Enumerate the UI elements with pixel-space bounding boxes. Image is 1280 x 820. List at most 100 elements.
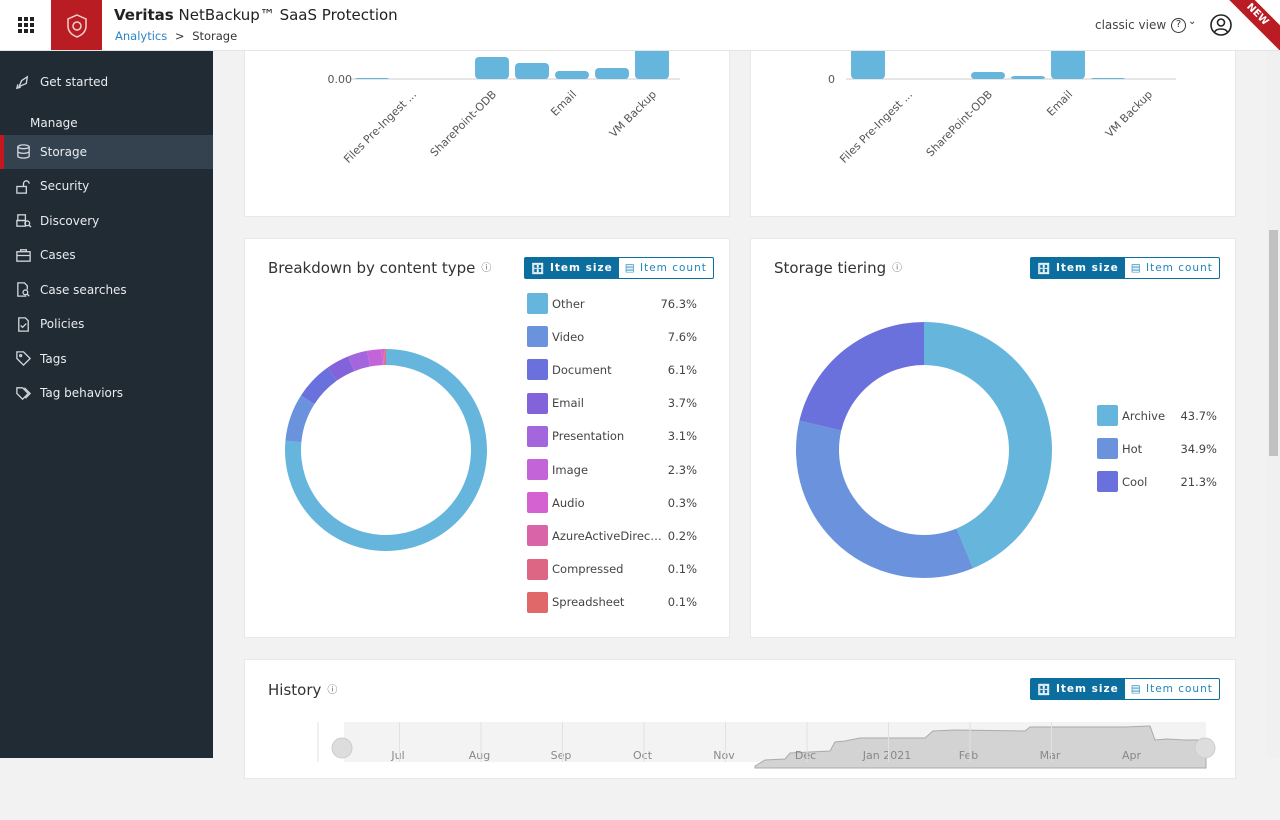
legend-item[interactable]: Image 2.3%	[527, 453, 697, 486]
sidebar-item-cases[interactable]: Cases	[0, 238, 213, 273]
sidebar-item-get-started[interactable]: Get started	[0, 65, 213, 100]
legend-label: Email	[552, 396, 584, 411]
sidebar-item-policies[interactable]: Policies	[0, 307, 213, 342]
donut-slice[interactable]	[381, 349, 384, 366]
sidebar-item-tags[interactable]: Tags	[0, 342, 213, 377]
legend-swatch	[1097, 471, 1118, 493]
legend-item[interactable]: Document 6.1%	[527, 353, 697, 386]
legend-item[interactable]: Archive 43.7%	[1097, 399, 1217, 432]
file-search-icon	[17, 282, 30, 298]
info-icon[interactable]: ⓘ	[327, 685, 338, 696]
legend-item[interactable]: AzureActiveDirec… 0.2%	[527, 519, 697, 552]
app-grid-icon[interactable]	[18, 17, 34, 33]
legend-value: 6.1%	[667, 362, 697, 377]
donut-slice[interactable]	[385, 349, 386, 366]
legend-swatch	[527, 425, 548, 447]
legend-item[interactable]: Hot 34.9%	[1097, 432, 1217, 465]
bar[interactable]	[555, 71, 589, 79]
briefcase-icon	[16, 248, 31, 262]
x-tick-label: Email	[548, 88, 579, 119]
metric-toggle: 🗄 Item size ▤ Item count	[524, 257, 714, 279]
legend-item[interactable]: Spreadsheet 0.1%	[527, 586, 697, 619]
donut-slice[interactable]	[924, 322, 1052, 569]
sidebar-item-tag-behaviors[interactable]: Tag behaviors	[0, 376, 213, 411]
donut-slice[interactable]	[367, 349, 383, 367]
legend-item[interactable]: Compressed 0.1%	[527, 553, 697, 586]
legend-item[interactable]: Video 7.6%	[527, 320, 697, 353]
x-tick-label: VM Backup	[607, 88, 659, 140]
item-size-tab[interactable]: 🗄 Item size	[525, 258, 619, 278]
metric-toggle: 🗄 Item size ▤ Item count	[1030, 678, 1220, 700]
item-count-tab[interactable]: ▤ Item count	[1130, 262, 1213, 274]
donut-slice[interactable]	[799, 322, 924, 431]
bar[interactable]	[1091, 78, 1125, 79]
donut-slice[interactable]	[327, 356, 355, 381]
x-tick-label: Files Pre-Ingest ...	[341, 88, 419, 166]
content-type-donut	[285, 349, 487, 551]
navigator-handle[interactable]	[1194, 737, 1216, 759]
info-icon[interactable]: ⓘ	[892, 263, 903, 274]
donut-slice[interactable]	[796, 420, 974, 578]
sidebar-item-label: Security	[40, 179, 90, 194]
legend-value: 3.7%	[667, 396, 697, 411]
donut-slice[interactable]	[285, 395, 315, 443]
legend-value: 0.1%	[667, 562, 697, 577]
donut-slice[interactable]	[384, 349, 386, 366]
bar[interactable]	[1011, 76, 1045, 79]
sidebar-item-storage[interactable]: Storage	[0, 134, 213, 169]
sidebar-item-label: Storage	[40, 144, 87, 159]
donut-slice[interactable]	[383, 349, 385, 366]
classic-view-link[interactable]: classic view	[1095, 18, 1167, 32]
legend-item[interactable]: Email 3.7%	[527, 387, 697, 420]
legend-label: Archive	[1122, 408, 1166, 423]
legend-swatch	[527, 392, 548, 414]
metric-toggle: 🗄 Item size ▤ Item count	[1030, 257, 1220, 279]
bar[interactable]	[475, 57, 509, 79]
legend-item[interactable]: Audio 0.3%	[527, 486, 697, 519]
page-scrollbar[interactable]	[1267, 51, 1280, 758]
scrollbar-thumb[interactable]	[1269, 230, 1278, 456]
month-label: Aug	[469, 749, 490, 762]
legend-swatch	[527, 492, 548, 514]
breadcrumb-analytics[interactable]: Analytics	[115, 29, 168, 43]
info-icon[interactable]: ⓘ	[481, 263, 492, 274]
legend-value: 0.2%	[667, 528, 697, 543]
item-count-tab[interactable]: ▤ Item count	[624, 262, 707, 274]
sidebar-item-label: Tags	[40, 351, 67, 366]
tags-icon	[16, 386, 32, 400]
shield-logo-icon[interactable]	[51, 0, 102, 50]
tag-icon	[16, 351, 32, 367]
chevron-down-icon[interactable]: ⌄	[1188, 16, 1197, 27]
bar[interactable]	[515, 63, 549, 79]
legend-swatch	[1097, 438, 1118, 460]
breadcrumb: Analytics > Storage	[115, 29, 237, 43]
item-count-tab[interactable]: ▤ Item count	[1130, 683, 1213, 695]
donut-slice[interactable]	[348, 350, 371, 372]
legend-label: Spreadsheet	[552, 595, 625, 610]
bar[interactable]	[355, 78, 389, 79]
legend-swatch	[527, 558, 548, 580]
sidebar-item-case-searches[interactable]: Case searches	[0, 273, 213, 308]
legend-label: Other	[552, 296, 585, 311]
user-icon[interactable]	[1210, 14, 1232, 40]
item-size-tab[interactable]: 🗄 Item size	[1031, 679, 1125, 699]
discovery-icon	[16, 214, 32, 228]
month-label: Sep	[551, 749, 572, 762]
donut-slice[interactable]	[300, 367, 337, 405]
sidebar: Get started Manage Storage Security Discov…	[0, 51, 213, 758]
storage-tiering-legend: Archive 43.7% Hot 34.9% Cool 21.3%	[1097, 399, 1217, 499]
navigator-handle[interactable]	[331, 737, 353, 759]
legend-value: 0.1%	[667, 595, 697, 610]
legend-item[interactable]: Presentation 3.1%	[527, 420, 697, 453]
sidebar-item-security[interactable]: Security	[0, 169, 213, 204]
x-tick-label: SharePoint-ODB	[428, 88, 499, 159]
item-size-tab[interactable]: 🗄 Item size	[1031, 258, 1125, 278]
legend-item[interactable]: Cool 21.3%	[1097, 465, 1217, 498]
history-navigator[interactable]: Jul Aug Sep Oct Nov Dec Jan 2021 Feb Mar Apr	[245, 720, 1237, 820]
sidebar-item-discovery[interactable]: Discovery	[0, 204, 213, 239]
help-icon[interactable]: ?	[1171, 18, 1186, 33]
bar[interactable]	[971, 72, 1005, 79]
legend-item[interactable]: Other 76.3%	[527, 287, 697, 320]
bar[interactable]	[595, 68, 629, 79]
month-label: Jul	[390, 749, 404, 762]
